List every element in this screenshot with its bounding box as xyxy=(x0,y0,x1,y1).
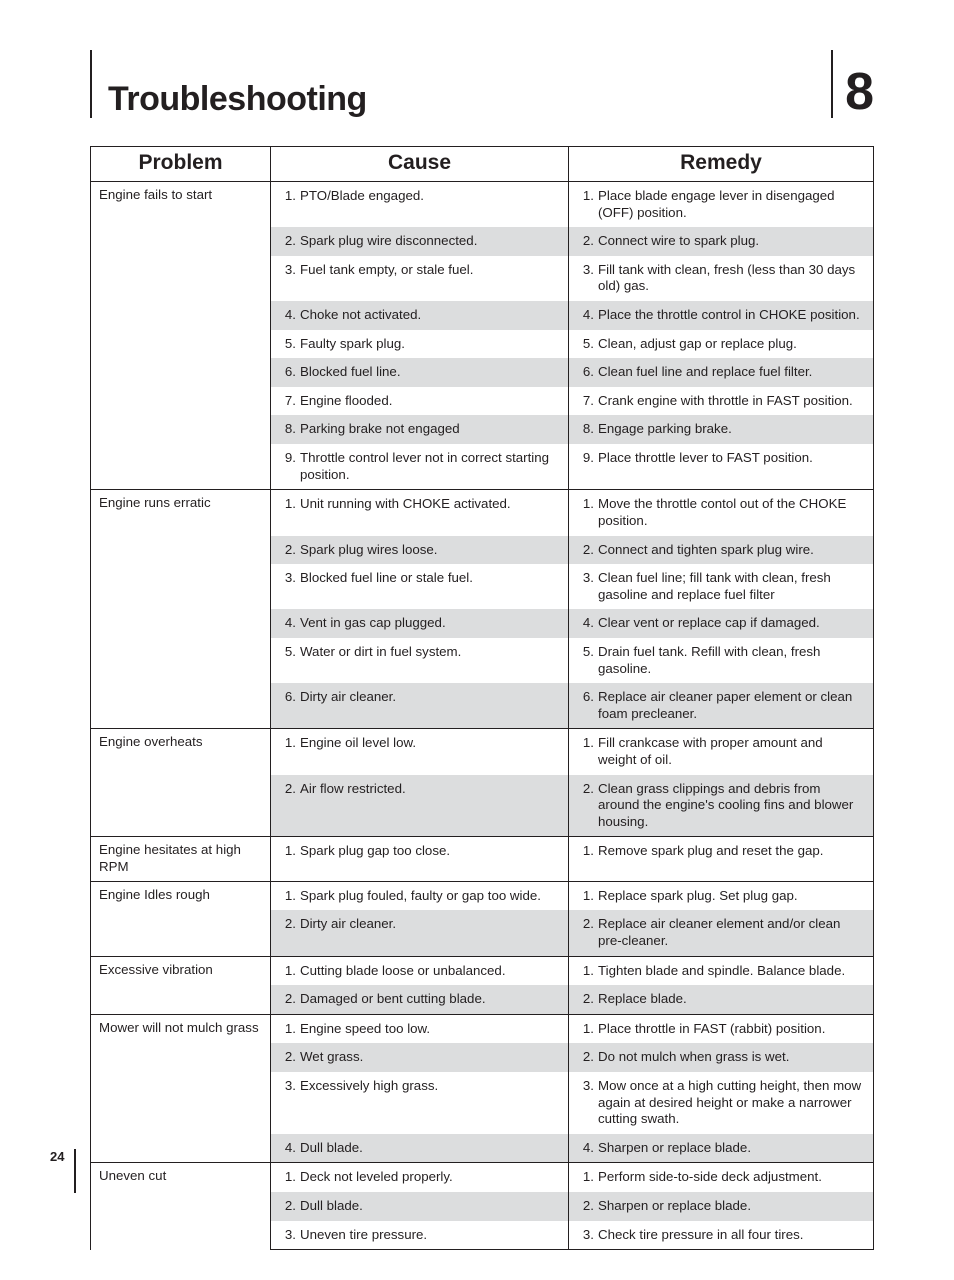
remedy-cell: 6.Clean fuel line and replace fuel filte… xyxy=(569,358,874,387)
footer-divider xyxy=(74,1149,76,1193)
problem-cell: Mower will not mulch grass xyxy=(91,1014,271,1163)
cause-cell: 4.Vent in gas cap plugged. xyxy=(271,609,569,638)
cause-cell: 1.Spark plug gap too close. xyxy=(271,837,569,881)
cause-cell: 1.Deck not leveled properly. xyxy=(271,1163,569,1192)
troubleshooting-table: Problem Cause Remedy Engine fails to sta… xyxy=(90,146,874,1250)
problem-cell: Engine Idles rough xyxy=(91,881,271,956)
cause-cell: 2.Spark plug wires loose. xyxy=(271,536,569,565)
cause-cell: 8.Parking brake not engaged xyxy=(271,415,569,444)
remedy-cell: 2.Clean grass clippings and debris from … xyxy=(569,775,874,837)
remedy-cell: 1.Fill crankcase with proper amount and … xyxy=(569,729,874,775)
table-row: Uneven cut1.Deck not leveled properly.1.… xyxy=(91,1163,874,1192)
problem-cell: Uneven cut xyxy=(91,1163,271,1250)
table-row: Engine runs erratic1.Unit running with C… xyxy=(91,490,874,536)
chapter-header: Troubleshooting 8 xyxy=(90,50,874,118)
cause-cell: 4.Dull blade. xyxy=(271,1134,569,1163)
remedy-cell: 1.Remove spark plug and reset the gap. xyxy=(569,837,874,881)
remedy-cell: 9.Place throttle lever to FAST position. xyxy=(569,444,874,490)
remedy-cell: 1.Replace spark plug. Set plug gap. xyxy=(569,881,874,910)
table-row: Engine Idles rough1.Spark plug fouled, f… xyxy=(91,881,874,910)
problem-cell: Engine overheats xyxy=(91,729,271,837)
cause-cell: 4.Choke not activated. xyxy=(271,301,569,330)
remedy-cell: 6.Replace air cleaner paper element or c… xyxy=(569,683,874,729)
cause-cell: 1.Engine oil level low. xyxy=(271,729,569,775)
chapter-number: 8 xyxy=(845,66,874,118)
remedy-cell: 4.Sharpen or replace blade. xyxy=(569,1134,874,1163)
problem-cell: Engine runs erratic xyxy=(91,490,271,729)
remedy-cell: 2.Replace air cleaner element and/or cle… xyxy=(569,910,874,956)
remedy-cell: 3.Clean fuel line; fill tank with clean,… xyxy=(569,564,874,609)
table-row: Engine fails to start1.PTO/Blade engaged… xyxy=(91,182,874,228)
remedy-cell: 8.Engage parking brake. xyxy=(569,415,874,444)
cause-cell: 6.Dirty air cleaner. xyxy=(271,683,569,729)
title-divider xyxy=(90,50,92,118)
remedy-cell: 1.Tighten blade and spindle. Balance bla… xyxy=(569,956,874,985)
cause-cell: 3.Excessively high grass. xyxy=(271,1072,569,1134)
cause-cell: 2.Dirty air cleaner. xyxy=(271,910,569,956)
cause-cell: 1.Cutting blade loose or unbalanced. xyxy=(271,956,569,985)
remedy-cell: 2.Connect wire to spark plug. xyxy=(569,227,874,256)
problem-cell: Engine fails to start xyxy=(91,182,271,490)
cause-cell: 2.Spark plug wire disconnected. xyxy=(271,227,569,256)
cause-cell: 1.Unit running with CHOKE activated. xyxy=(271,490,569,536)
remedy-cell: 1.Place blade engage lever in disengaged… xyxy=(569,182,874,228)
problem-cell: Engine hesitates at high RPM xyxy=(91,837,271,881)
page: Troubleshooting 8 Problem Cause Remedy E… xyxy=(0,0,954,1280)
remedy-cell: 1.Place throttle in FAST (rabbit) positi… xyxy=(569,1014,874,1043)
page-number: 24 xyxy=(50,1149,74,1164)
table-row: Engine overheats1.Engine oil level low.1… xyxy=(91,729,874,775)
remedy-cell: 2.Connect and tighten spark plug wire. xyxy=(569,536,874,565)
table-row: Excessive vibration1.Cutting blade loose… xyxy=(91,956,874,985)
col-header-remedy: Remedy xyxy=(569,147,874,182)
cause-cell: 5.Faulty spark plug. xyxy=(271,330,569,359)
remedy-cell: 3.Check tire pressure in all four tires. xyxy=(569,1221,874,1250)
cause-cell: 1.Engine speed too low. xyxy=(271,1014,569,1043)
cause-cell: 3.Fuel tank empty, or stale fuel. xyxy=(271,256,569,301)
cause-cell: 9.Throttle control lever not in correct … xyxy=(271,444,569,490)
problem-cell: Excessive vibration xyxy=(91,956,271,1014)
table-row: Engine hesitates at high RPM1.Spark plug… xyxy=(91,837,874,881)
table-row: Mower will not mulch grass1.Engine speed… xyxy=(91,1014,874,1043)
col-header-cause: Cause xyxy=(271,147,569,182)
remedy-cell: 7.Crank engine with throttle in FAST pos… xyxy=(569,387,874,416)
remedy-cell: 1.Move the throttle contol out of the CH… xyxy=(569,490,874,536)
col-header-problem: Problem xyxy=(91,147,271,182)
remedy-cell: 3.Mow once at a high cutting height, the… xyxy=(569,1072,874,1134)
chapter-title: Troubleshooting xyxy=(108,82,367,118)
remedy-cell: 2.Do not mulch when grass is wet. xyxy=(569,1043,874,1072)
remedy-cell: 4.Place the throttle control in CHOKE po… xyxy=(569,301,874,330)
table-header-row: Problem Cause Remedy xyxy=(91,147,874,182)
cause-cell: 3.Uneven tire pressure. xyxy=(271,1221,569,1250)
cause-cell: 2.Damaged or bent cutting blade. xyxy=(271,985,569,1014)
cause-cell: 3.Blocked fuel line or stale fuel. xyxy=(271,564,569,609)
cause-cell: 6.Blocked fuel line. xyxy=(271,358,569,387)
remedy-cell: 3.Fill tank with clean, fresh (less than… xyxy=(569,256,874,301)
cause-cell: 2.Air flow restricted. xyxy=(271,775,569,837)
cause-cell: 2.Wet grass. xyxy=(271,1043,569,1072)
remedy-cell: 1.Perform side-to-side deck adjustment. xyxy=(569,1163,874,1192)
cause-cell: 7.Engine flooded. xyxy=(271,387,569,416)
remedy-cell: 5.Drain fuel tank. Refill with clean, fr… xyxy=(569,638,874,683)
cause-cell: 2.Dull blade. xyxy=(271,1192,569,1221)
remedy-cell: 4.Clear vent or replace cap if damaged. xyxy=(569,609,874,638)
remedy-cell: 2.Replace blade. xyxy=(569,985,874,1014)
cause-cell: 5.Water or dirt in fuel system. xyxy=(271,638,569,683)
page-footer: 24 xyxy=(50,1149,76,1193)
section-divider xyxy=(831,50,833,118)
cause-cell: 1.Spark plug fouled, faulty or gap too w… xyxy=(271,881,569,910)
cause-cell: 1.PTO/Blade engaged. xyxy=(271,182,569,228)
remedy-cell: 2.Sharpen or replace blade. xyxy=(569,1192,874,1221)
remedy-cell: 5.Clean, adjust gap or replace plug. xyxy=(569,330,874,359)
